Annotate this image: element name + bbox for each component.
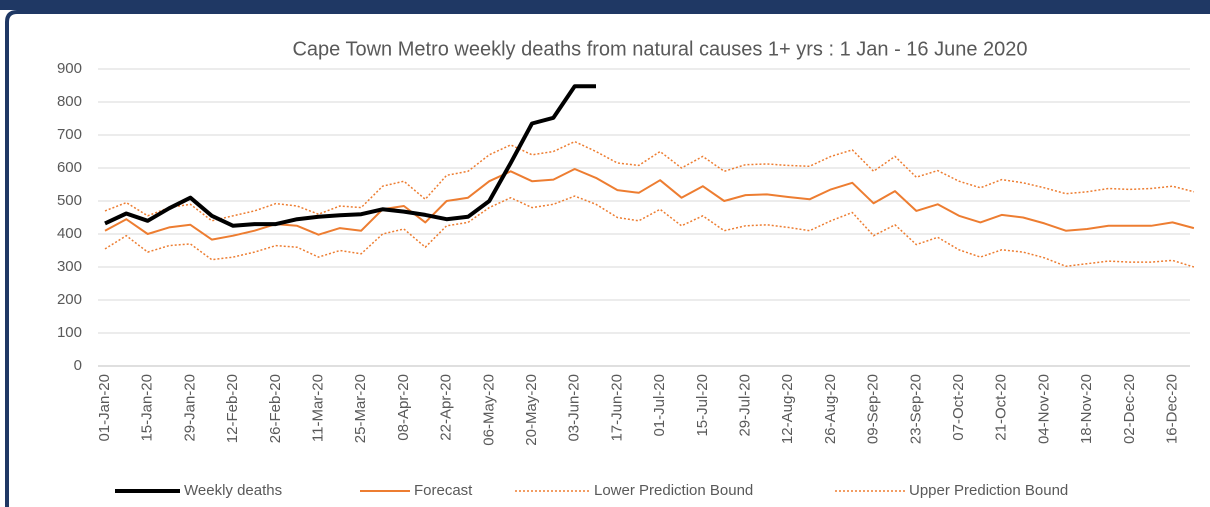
x-tick-label: 07-Oct-20 [950, 374, 967, 441]
x-tick-label: 08-Apr-20 [395, 374, 412, 441]
x-tick-label: 26-Feb-20 [267, 374, 284, 443]
x-tick-label: 17-Jun-20 [608, 374, 625, 442]
x-tick-label: 16-Dec-20 [1163, 374, 1180, 444]
frame [5, 10, 1210, 507]
series-line [104, 84, 596, 228]
x-tick-label: 09-Sep-20 [865, 374, 882, 444]
x-tick-label: 01-Jul-20 [651, 374, 668, 437]
x-tick-label: 01-Jan-20 [96, 374, 113, 442]
y-tick-label: 900 [57, 60, 82, 77]
legend-label: Weekly deaths [184, 482, 282, 499]
y-tick-label: 100 [57, 324, 82, 341]
y-tick-label: 600 [57, 159, 82, 176]
x-tick-label: 11-Mar-20 [309, 374, 326, 442]
y-tick-label: 200 [57, 291, 82, 308]
series-line [104, 140, 1195, 222]
x-tick-label: 02-Dec-20 [1121, 374, 1138, 444]
x-tick-label: 26-Aug-20 [822, 374, 839, 444]
x-tick-label: 29-Jan-20 [181, 374, 198, 442]
y-tick-label: 0 [74, 357, 82, 374]
header-band [0, 0, 1210, 10]
x-tick-label: 21-Oct-20 [993, 374, 1010, 441]
x-tick-label: 06-May-20 [480, 374, 497, 446]
legend-label: Forecast [414, 482, 473, 499]
x-tick-label: 23-Sep-20 [907, 374, 924, 444]
y-tick-label: 400 [57, 225, 82, 242]
x-tick-label: 12-Aug-20 [779, 374, 796, 444]
x-tick-label: 15-Jul-20 [694, 374, 711, 437]
x-tick-label: 04-Nov-20 [1035, 374, 1052, 444]
legend-label: Lower Prediction Bound [594, 482, 753, 499]
x-tick-label: 15-Jan-20 [139, 374, 156, 442]
series-line [104, 168, 1195, 241]
legend-label: Upper Prediction Bound [909, 482, 1068, 499]
x-tick-label: 22-Apr-20 [438, 374, 455, 441]
y-tick-label: 800 [57, 93, 82, 110]
x-tick-label: 03-Jun-20 [566, 374, 583, 442]
chart-title: Cape Town Metro weekly deaths from natur… [292, 38, 1027, 60]
y-tick-label: 500 [57, 192, 82, 209]
x-tick-label: 20-May-20 [523, 374, 540, 446]
y-tick-label: 300 [57, 258, 82, 275]
x-tick-label: 12-Feb-20 [224, 374, 241, 443]
x-tick-label: 25-Mar-20 [352, 374, 369, 443]
x-tick-label: 18-Nov-20 [1078, 374, 1095, 444]
y-tick-label: 700 [57, 126, 82, 143]
series-line [104, 195, 1195, 268]
x-tick-label: 29-Jul-20 [736, 374, 753, 437]
